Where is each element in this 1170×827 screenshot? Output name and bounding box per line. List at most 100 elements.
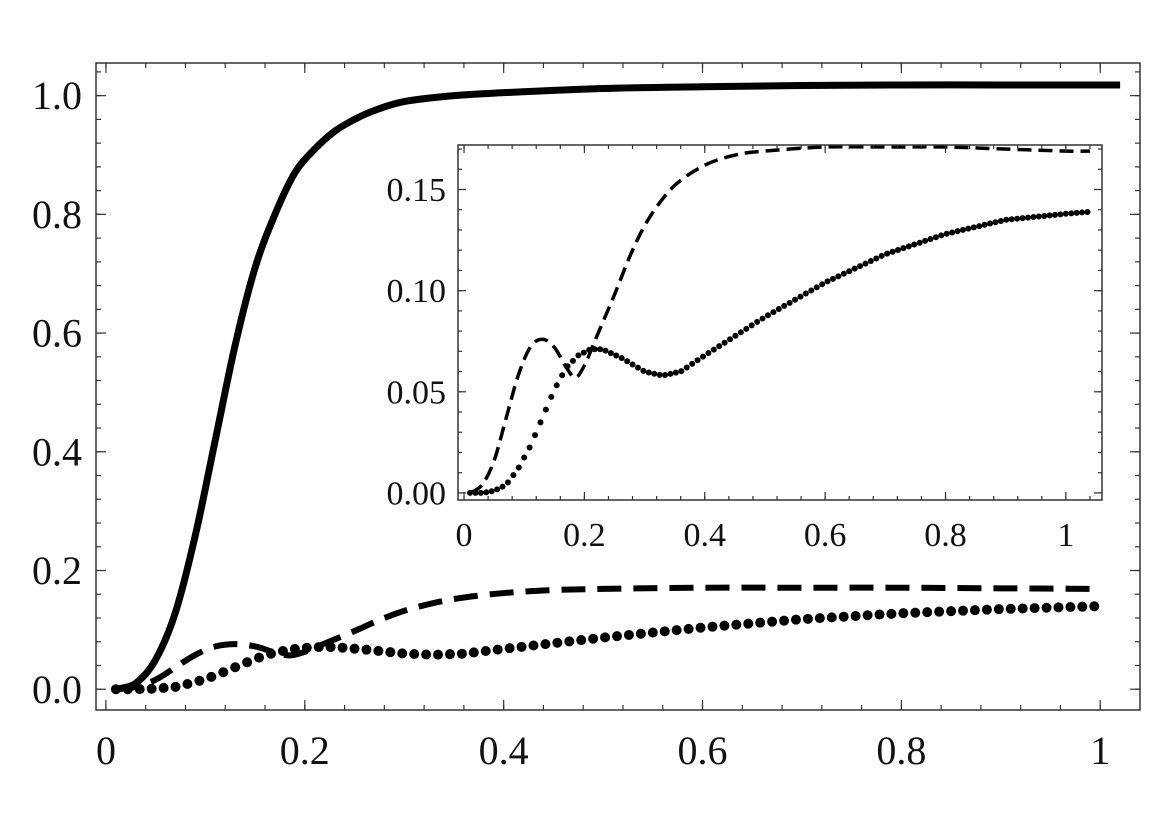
main-series-dotted-point [182, 679, 193, 689]
inset-ticks [458, 145, 1102, 500]
main-series-dotted-point [146, 683, 157, 694]
inset-series-dotted-point [526, 444, 533, 451]
inset-series-dotted-point [764, 312, 771, 319]
inset-series-dotted-point [829, 275, 836, 282]
main-series-dotted-point [230, 662, 241, 673]
inset-series-dotted-point [954, 228, 961, 235]
inset-series-dotted-point [532, 432, 539, 439]
main-series-dotted-point [528, 640, 539, 651]
inset-x-tick-label: 0.8 [924, 517, 967, 554]
inset-series-dotted-point [645, 369, 652, 376]
inset-series-dotted-point [689, 360, 696, 367]
main-series-dotted-point [397, 648, 408, 659]
inset-series-dotted-point [840, 270, 847, 277]
main-series-dotted-point [922, 607, 933, 618]
main-series-dotted-point [981, 604, 992, 615]
inset-series-dotted-point [1008, 216, 1015, 223]
inset-series-dotted-point [851, 265, 858, 272]
main-series-dotted-point [767, 616, 778, 627]
inset-y-tick-label: 0.15 [387, 172, 447, 209]
inset-series-dotted-point [938, 232, 945, 239]
main-series-dotted-point [934, 606, 945, 617]
inset-series-dotted-point [467, 489, 474, 496]
main-series-dotted-point [134, 684, 145, 695]
main-series-dashed [115, 584, 1101, 693]
inset-series-dotted-point [569, 357, 576, 364]
inset-series-dotted-point [1014, 215, 1021, 222]
inset-series-dotted-point [515, 464, 522, 471]
inset-series-dotted-point [548, 393, 555, 400]
inset-series-dotted-point [667, 370, 674, 377]
inset-x-tick-label: 0 [456, 517, 473, 554]
inset-series-dotted-point [640, 367, 647, 374]
main-x-tick-label: 0.6 [678, 728, 728, 773]
main-series-dotted-point [1089, 601, 1100, 612]
main-series-dotted-point [1077, 601, 1088, 612]
main-series-dotted-point [289, 643, 300, 654]
inset-series-dotted-point [981, 221, 988, 228]
inset-series-dotted-point [1079, 209, 1086, 216]
main-series-dotted-point [361, 644, 372, 655]
main-series-dotted-point [170, 681, 181, 692]
inset-x-tick-label: 0.2 [563, 517, 606, 554]
main-series-dotted-point [635, 628, 646, 639]
main-series-dotted-point [969, 605, 980, 616]
inset-series-dotted-point [873, 255, 880, 262]
inset-series-dotted-point [835, 273, 842, 280]
inset-series-dotted-point [472, 489, 479, 496]
main-x-tick-label: 0.8 [876, 728, 926, 773]
inset-series-dotted-point [1068, 210, 1075, 217]
inset-x-tick-label: 1 [1057, 517, 1074, 554]
inset-series-dotted-point [900, 245, 907, 252]
main-series-dotted-point [194, 675, 205, 686]
main-series-dotted-point [755, 617, 766, 628]
inset-y-tick-label: 0.10 [387, 273, 447, 310]
main-series-dotted-point [623, 629, 634, 640]
inset-series-dotted-point [624, 358, 631, 365]
main-y-tick-label: 0.0 [32, 667, 82, 712]
inset-x-tick-label: 0.6 [804, 517, 847, 554]
inset-series-dotted-point [932, 234, 939, 241]
main-series-dotted-point [218, 667, 229, 678]
main-series-solid [114, 81, 1121, 693]
inset-series-dotted-point [743, 325, 750, 332]
main-series-dotted-point [671, 625, 682, 636]
inset-series-dotted-point [965, 225, 972, 232]
inset-series-dotted-point [775, 306, 782, 313]
inset-series-dotted-point [1003, 216, 1010, 223]
main-series-dotted-point [659, 626, 670, 637]
inset-series-dotted-point [1035, 213, 1042, 220]
inset-series-dotted-point [1046, 212, 1053, 219]
inset-series-dotted-point [748, 322, 755, 329]
main-series-dotted-point [433, 649, 444, 660]
inset-series-dotted-point [521, 454, 528, 461]
inset-series-dotted-point [1084, 208, 1091, 215]
main-y-tick-label: 0.8 [32, 192, 82, 237]
main-series-dotted-point [325, 642, 336, 653]
main-series-dotted-point [122, 684, 133, 695]
inset-series-dotted-point [634, 364, 641, 371]
main-series-dotted-point [158, 682, 169, 693]
main-series-dotted-point [1017, 603, 1028, 614]
inset-series-dotted-point [699, 353, 706, 360]
inset-frame [457, 144, 1103, 501]
main-x-tick-label: 0.2 [280, 728, 330, 773]
inset-series-dotted-point [813, 284, 820, 291]
main-series-dotted-point [480, 646, 491, 656]
main-series-dotted-point [564, 636, 575, 647]
main-y-tick-label: 0.2 [32, 548, 82, 593]
main-series-dotted-point [802, 613, 813, 624]
main-series-dotted-point [516, 641, 527, 652]
inset-y-tick-label: 0.05 [387, 374, 447, 411]
inset-series-dotted-point [976, 223, 983, 230]
inset-series-dotted-point [987, 220, 994, 227]
main-series-dotted-point [277, 646, 288, 656]
inset-series-dotted-point [759, 315, 766, 322]
main-series-dotted-point [886, 608, 897, 619]
inset-series-dotted-point [602, 347, 609, 354]
main-series-dotted-point [814, 613, 825, 624]
inset-series-dotted-point [721, 339, 728, 346]
main-series-dotted-point [779, 615, 790, 626]
inset-series-dotted-point [672, 369, 679, 376]
main-series-dotted-point [588, 633, 599, 644]
